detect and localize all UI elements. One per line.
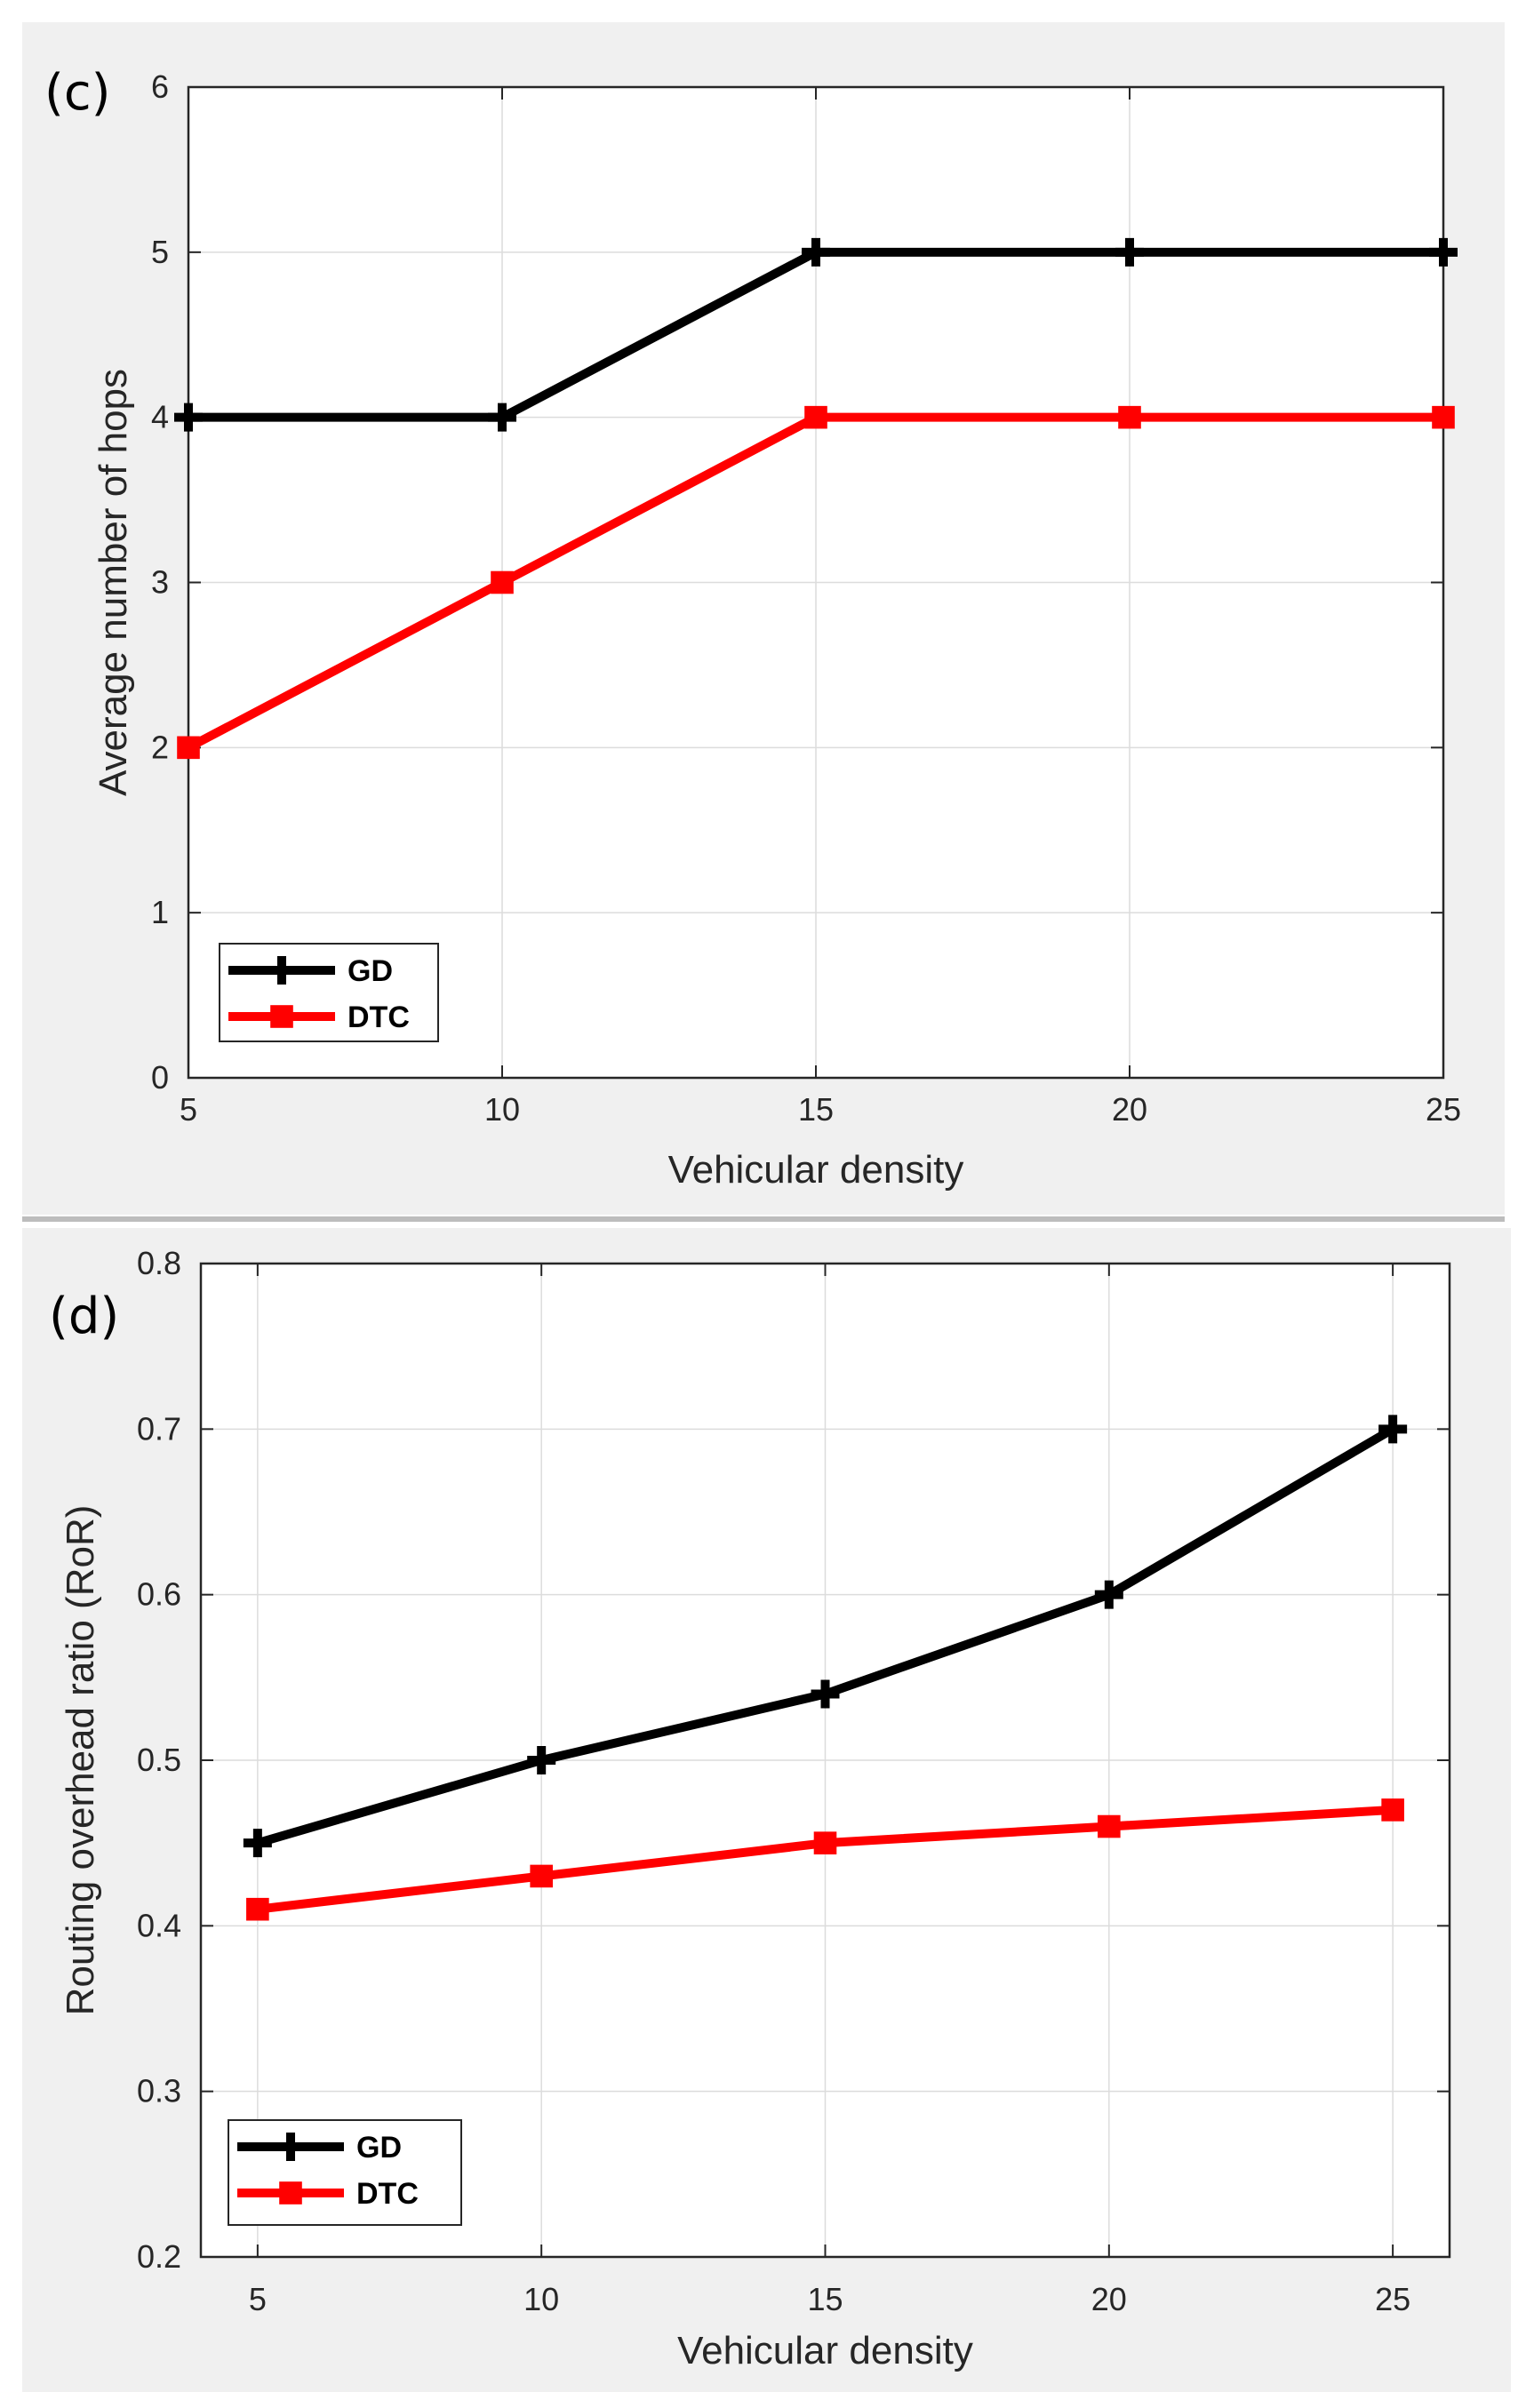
chart-c-x-tick-label: 10 — [484, 1091, 520, 1128]
chart-d-legend-label-dtc: DTC — [356, 2177, 419, 2211]
chart-c-y-tick-label: 0 — [151, 1059, 169, 1096]
chart-c-y-tick-label: 5 — [151, 234, 169, 270]
panel-divider — [22, 1216, 1505, 1222]
chart-c-series-dtc-point — [1118, 405, 1141, 429]
chart-d-y-tick-label: 0.6 — [137, 1576, 181, 1613]
chart-c-series-gd — [174, 237, 1458, 432]
chart-d-x-tick-label: 5 — [249, 2281, 267, 2317]
chart-c-legend-label-dtc: DTC — [348, 1001, 410, 1034]
chart-c-y-tick-label: 6 — [151, 68, 169, 105]
chart-c-series-dtc-point — [804, 405, 827, 429]
chart-d-series-dtc-point — [246, 1897, 269, 1921]
chart-d-y-tick-label: 0.3 — [137, 2073, 181, 2109]
chart-d-x-axis-label: Vehicular density — [677, 2329, 973, 2372]
chart-c-x-tick-label: 15 — [798, 1091, 834, 1128]
chart-c-y-tick-label: 1 — [151, 894, 169, 930]
chart-c-legend-label-gd: GD — [348, 954, 393, 988]
chart-c-panel-label: (c) — [44, 64, 110, 122]
chart-d-y-tick-label: 0.4 — [137, 1907, 181, 1943]
chart-c-series-dtc-point — [1432, 405, 1455, 429]
chart-c-y-tick-label: 2 — [151, 729, 169, 765]
chart-d-series-dtc-point — [813, 1831, 837, 1854]
chart-c-legend-box — [219, 943, 439, 1042]
chart-d-y-tick-label: 0.7 — [137, 1410, 181, 1447]
chart-c-x-tick-label: 20 — [1112, 1091, 1147, 1128]
chart-c-series-dtc-point — [491, 570, 514, 594]
chart-d-legend-box — [228, 2119, 462, 2226]
chart-d-x-tick-label: 15 — [807, 2281, 843, 2317]
chart-d-series-gd — [243, 1415, 1408, 1858]
chart-d-x-tick-label: 20 — [1091, 2281, 1127, 2317]
chart-d-series-dtc — [246, 1798, 1404, 1921]
chart-d-y-tick-label: 0.8 — [137, 1245, 181, 1281]
chart-c-x-tick-label: 5 — [180, 1091, 197, 1128]
chart-d-series-dtc-point — [1098, 1814, 1121, 1838]
chart-c-y-tick-label: 4 — [151, 399, 169, 435]
chart-c-series-dtc-point — [177, 736, 200, 760]
chart-panel-c: 5 10 15 20 25 0 1 2 3 4 5 6 Vehicular density Average… — [22, 22, 1505, 1215]
chart-c: 5 10 15 20 25 0 1 2 3 4 5 6 Vehicular density Average… — [44, 64, 1461, 1192]
chart-d-y-axis-label: Routing overhead ratio (RoR) — [59, 1505, 102, 2016]
chart-d-series-dtc-point — [1381, 1798, 1404, 1822]
chart-c-y-tick-label: 3 — [151, 564, 169, 601]
chart-d: 5 10 15 20 25 0.2 0.3 0.4 0.5 0.6 0.7 0.8 Vehicular … — [49, 1245, 1451, 2372]
chart-d-legend: GD DTC — [228, 2119, 462, 2226]
chart-d-y-tick-label: 0.2 — [137, 2238, 181, 2275]
chart-d-x-tick-label: 10 — [523, 2281, 559, 2317]
chart-c-legend-marker-dtc — [270, 1005, 293, 1028]
chart-d-legend-label-gd: GD — [356, 2131, 402, 2165]
chart-d-legend-marker-dtc — [279, 2181, 302, 2205]
chart-c-legend: GD DTC — [219, 943, 439, 1042]
chart-d-series-dtc-point — [530, 1864, 553, 1888]
chart-panel-d: 5 10 15 20 25 0.2 0.3 0.4 0.5 0.6 0.7 0.8 Vehicular … — [22, 1228, 1511, 2392]
chart-d-x-tick-label: 25 — [1375, 2281, 1410, 2317]
chart-d-y-tick-label: 0.5 — [137, 1742, 181, 1778]
chart-d-panel-label: (d) — [49, 1288, 119, 1345]
chart-c-series-dtc — [177, 405, 1455, 760]
chart-c-x-tick-label: 25 — [1426, 1091, 1461, 1128]
chart-c-y-axis-label: Average number of hops — [92, 369, 135, 796]
chart-c-x-axis-label: Vehicular density — [668, 1148, 964, 1192]
